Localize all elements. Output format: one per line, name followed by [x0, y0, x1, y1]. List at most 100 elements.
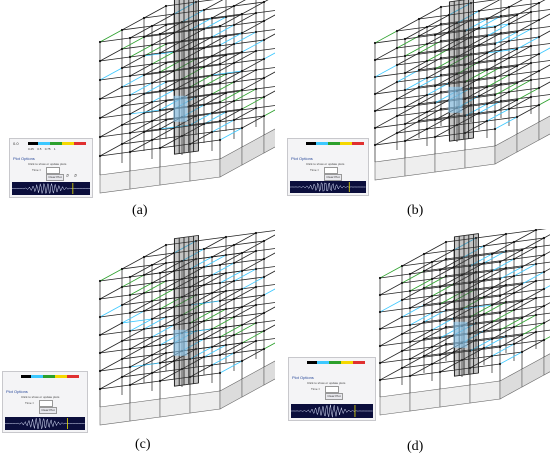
beam — [491, 241, 515, 255]
beam — [478, 91, 510, 97]
beam — [233, 258, 265, 264]
node — [444, 308, 448, 312]
beam — [233, 31, 257, 45]
beam — [159, 67, 191, 73]
node — [150, 299, 154, 303]
caption-b: (b) — [407, 203, 424, 218]
beam — [505, 314, 537, 320]
beam — [189, 63, 221, 69]
node — [180, 259, 184, 263]
node — [180, 367, 184, 371]
beam — [404, 26, 428, 40]
node — [378, 310, 382, 314]
legend-swatch-yellow — [62, 142, 74, 145]
beam — [500, 96, 532, 102]
node — [150, 281, 154, 285]
beam — [478, 0, 501, 12]
time-input[interactable] — [324, 167, 338, 174]
node — [417, 51, 421, 55]
beam — [478, 57, 510, 63]
zoom-out-icon[interactable]: ⌕ — [74, 173, 78, 179]
node — [529, 78, 533, 82]
beam — [505, 263, 537, 269]
node — [158, 361, 162, 365]
beam — [434, 56, 458, 70]
legend-swatch-green — [50, 142, 62, 145]
node — [120, 142, 124, 146]
beam — [470, 66, 502, 72]
legend-panel-a: 0.0 0.25 0.5 0.75 1 Plot Options Click t… — [9, 138, 93, 198]
beam — [143, 89, 175, 95]
beam — [263, 109, 275, 117]
clear-plot-button[interactable]: Clear Plot — [325, 393, 343, 400]
beam — [189, 264, 221, 270]
beam — [99, 312, 131, 318]
beam — [439, 257, 463, 271]
beam — [121, 82, 153, 88]
beam — [255, 230, 275, 234]
beam — [491, 300, 523, 306]
beam — [431, 308, 463, 314]
beam — [494, 99, 518, 113]
beam — [499, 283, 523, 297]
beam — [151, 70, 175, 84]
beam — [513, 314, 537, 328]
clear-plot-button[interactable]: Clear Plot — [46, 174, 64, 181]
node — [378, 293, 382, 297]
beam — [374, 106, 406, 112]
beam — [404, 51, 436, 57]
node — [490, 354, 494, 358]
beam — [478, 108, 510, 114]
beam — [483, 343, 515, 349]
beam — [418, 65, 450, 71]
beam — [263, 342, 275, 350]
beam — [374, 72, 406, 78]
beam — [475, 318, 507, 324]
beam — [99, 37, 131, 43]
beam — [396, 128, 428, 134]
beam — [486, 91, 510, 105]
beam — [431, 249, 455, 263]
beam — [508, 45, 532, 59]
beam — [434, 81, 466, 87]
beam — [530, 94, 550, 98]
beam — [418, 48, 450, 54]
time-input[interactable] — [46, 167, 60, 174]
beam — [255, 320, 275, 324]
legend-swatch-red — [353, 361, 365, 364]
beam — [263, 52, 275, 60]
beam — [203, 119, 235, 125]
node — [194, 239, 198, 243]
beam — [538, 30, 550, 38]
beam — [151, 13, 175, 27]
node — [430, 294, 434, 298]
beam — [440, 19, 472, 25]
beam — [129, 139, 153, 153]
beam — [99, 124, 123, 138]
time-input[interactable] — [325, 386, 339, 393]
zoom-in-icon[interactable]: ⌕ — [66, 173, 70, 179]
node — [188, 85, 192, 89]
node — [474, 287, 478, 291]
clear-plot-button[interactable]: Clear Plot — [39, 407, 57, 414]
beam — [426, 73, 458, 79]
node — [463, 63, 467, 67]
node — [438, 336, 442, 340]
beam — [418, 99, 450, 105]
beam — [189, 44, 221, 50]
node — [188, 321, 192, 325]
node — [430, 311, 434, 315]
beam — [401, 346, 433, 352]
beam — [233, 0, 246, 7]
node — [400, 298, 404, 302]
beam — [543, 319, 550, 324]
beam — [516, 87, 540, 101]
time-input[interactable] — [39, 400, 53, 407]
beam — [401, 295, 433, 301]
node — [128, 347, 132, 351]
node — [254, 249, 258, 253]
beam — [121, 310, 145, 324]
clear-plot-button[interactable]: Clear Plot — [324, 174, 342, 181]
node — [210, 130, 214, 134]
beam — [151, 51, 175, 65]
